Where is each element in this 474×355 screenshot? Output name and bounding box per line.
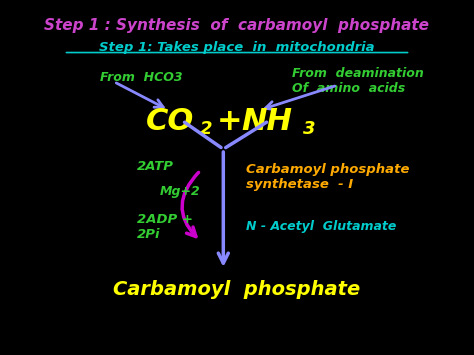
Text: 2ATP: 2ATP — [137, 160, 173, 173]
Text: N - Acetyl  Glutamate: N - Acetyl Glutamate — [246, 220, 397, 233]
Text: Step 1 : Synthesis  of  carbamoyl  phosphate: Step 1 : Synthesis of carbamoyl phosphat… — [45, 18, 429, 33]
Text: From  deamination
Of  amino  acids: From deamination Of amino acids — [292, 67, 423, 95]
Text: Step 1: Takes place  in  mitochondria: Step 1: Takes place in mitochondria — [99, 41, 375, 54]
Text: 2ADP +
2Pi: 2ADP + 2Pi — [137, 213, 192, 241]
Text: NH: NH — [242, 106, 292, 136]
Text: Carbamoyl  phosphate: Carbamoyl phosphate — [113, 280, 361, 300]
Text: From  HCO3: From HCO3 — [100, 71, 182, 84]
Text: 3: 3 — [303, 120, 316, 138]
Text: CO: CO — [146, 106, 194, 136]
Text: +: + — [217, 106, 242, 136]
Text: Carbamoyl phosphate
synthetase  - I: Carbamoyl phosphate synthetase - I — [246, 163, 410, 191]
Text: Mg+2: Mg+2 — [159, 185, 200, 198]
Text: 2: 2 — [200, 120, 212, 138]
